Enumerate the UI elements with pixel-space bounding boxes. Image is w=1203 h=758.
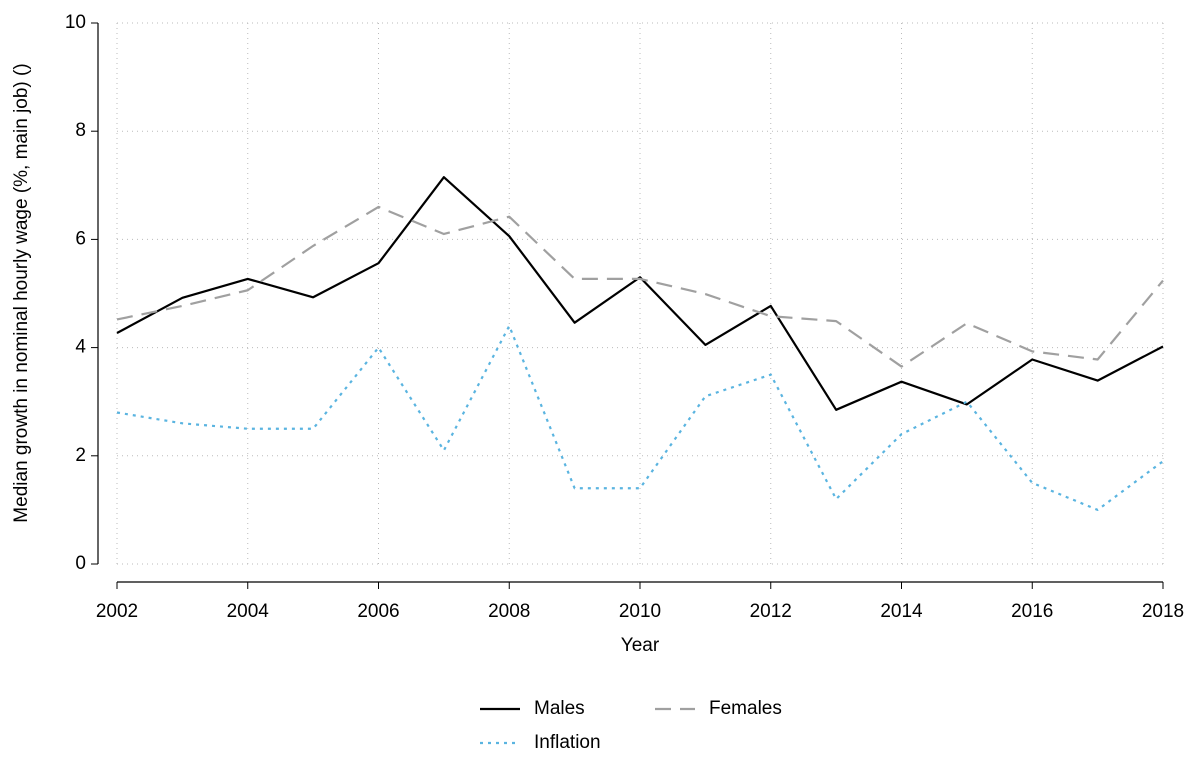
legend-label: Males <box>534 698 585 719</box>
x-tick-label: 2004 <box>227 601 270 622</box>
y-tick-label: 0 <box>75 553 86 574</box>
series-line <box>116 176 1164 411</box>
legend-label: Females <box>709 698 782 719</box>
x-tick-label: 2010 <box>619 601 661 622</box>
x-tick-label: 2008 <box>488 601 530 622</box>
x-tick-label: 2012 <box>750 601 792 622</box>
x-tick-label: 2002 <box>96 601 138 622</box>
series-line <box>116 205 1164 368</box>
y-tick-label: 6 <box>75 228 86 249</box>
x-tick-label: 2006 <box>357 601 399 622</box>
x-axis-label: Year <box>621 635 660 656</box>
x-tick-label: 2018 <box>1142 601 1184 622</box>
y-axis-label: Median growth in nominal hourly wage (%,… <box>11 63 32 522</box>
y-tick-label: 8 <box>75 120 86 141</box>
x-tick-label: 2014 <box>880 601 923 622</box>
x-tick-label: 2016 <box>1011 601 1053 622</box>
y-tick-label: 2 <box>75 445 86 466</box>
y-tick-label: 4 <box>75 337 86 358</box>
y-tick-label: 10 <box>65 12 86 33</box>
legend-label: Inflation <box>534 732 601 753</box>
